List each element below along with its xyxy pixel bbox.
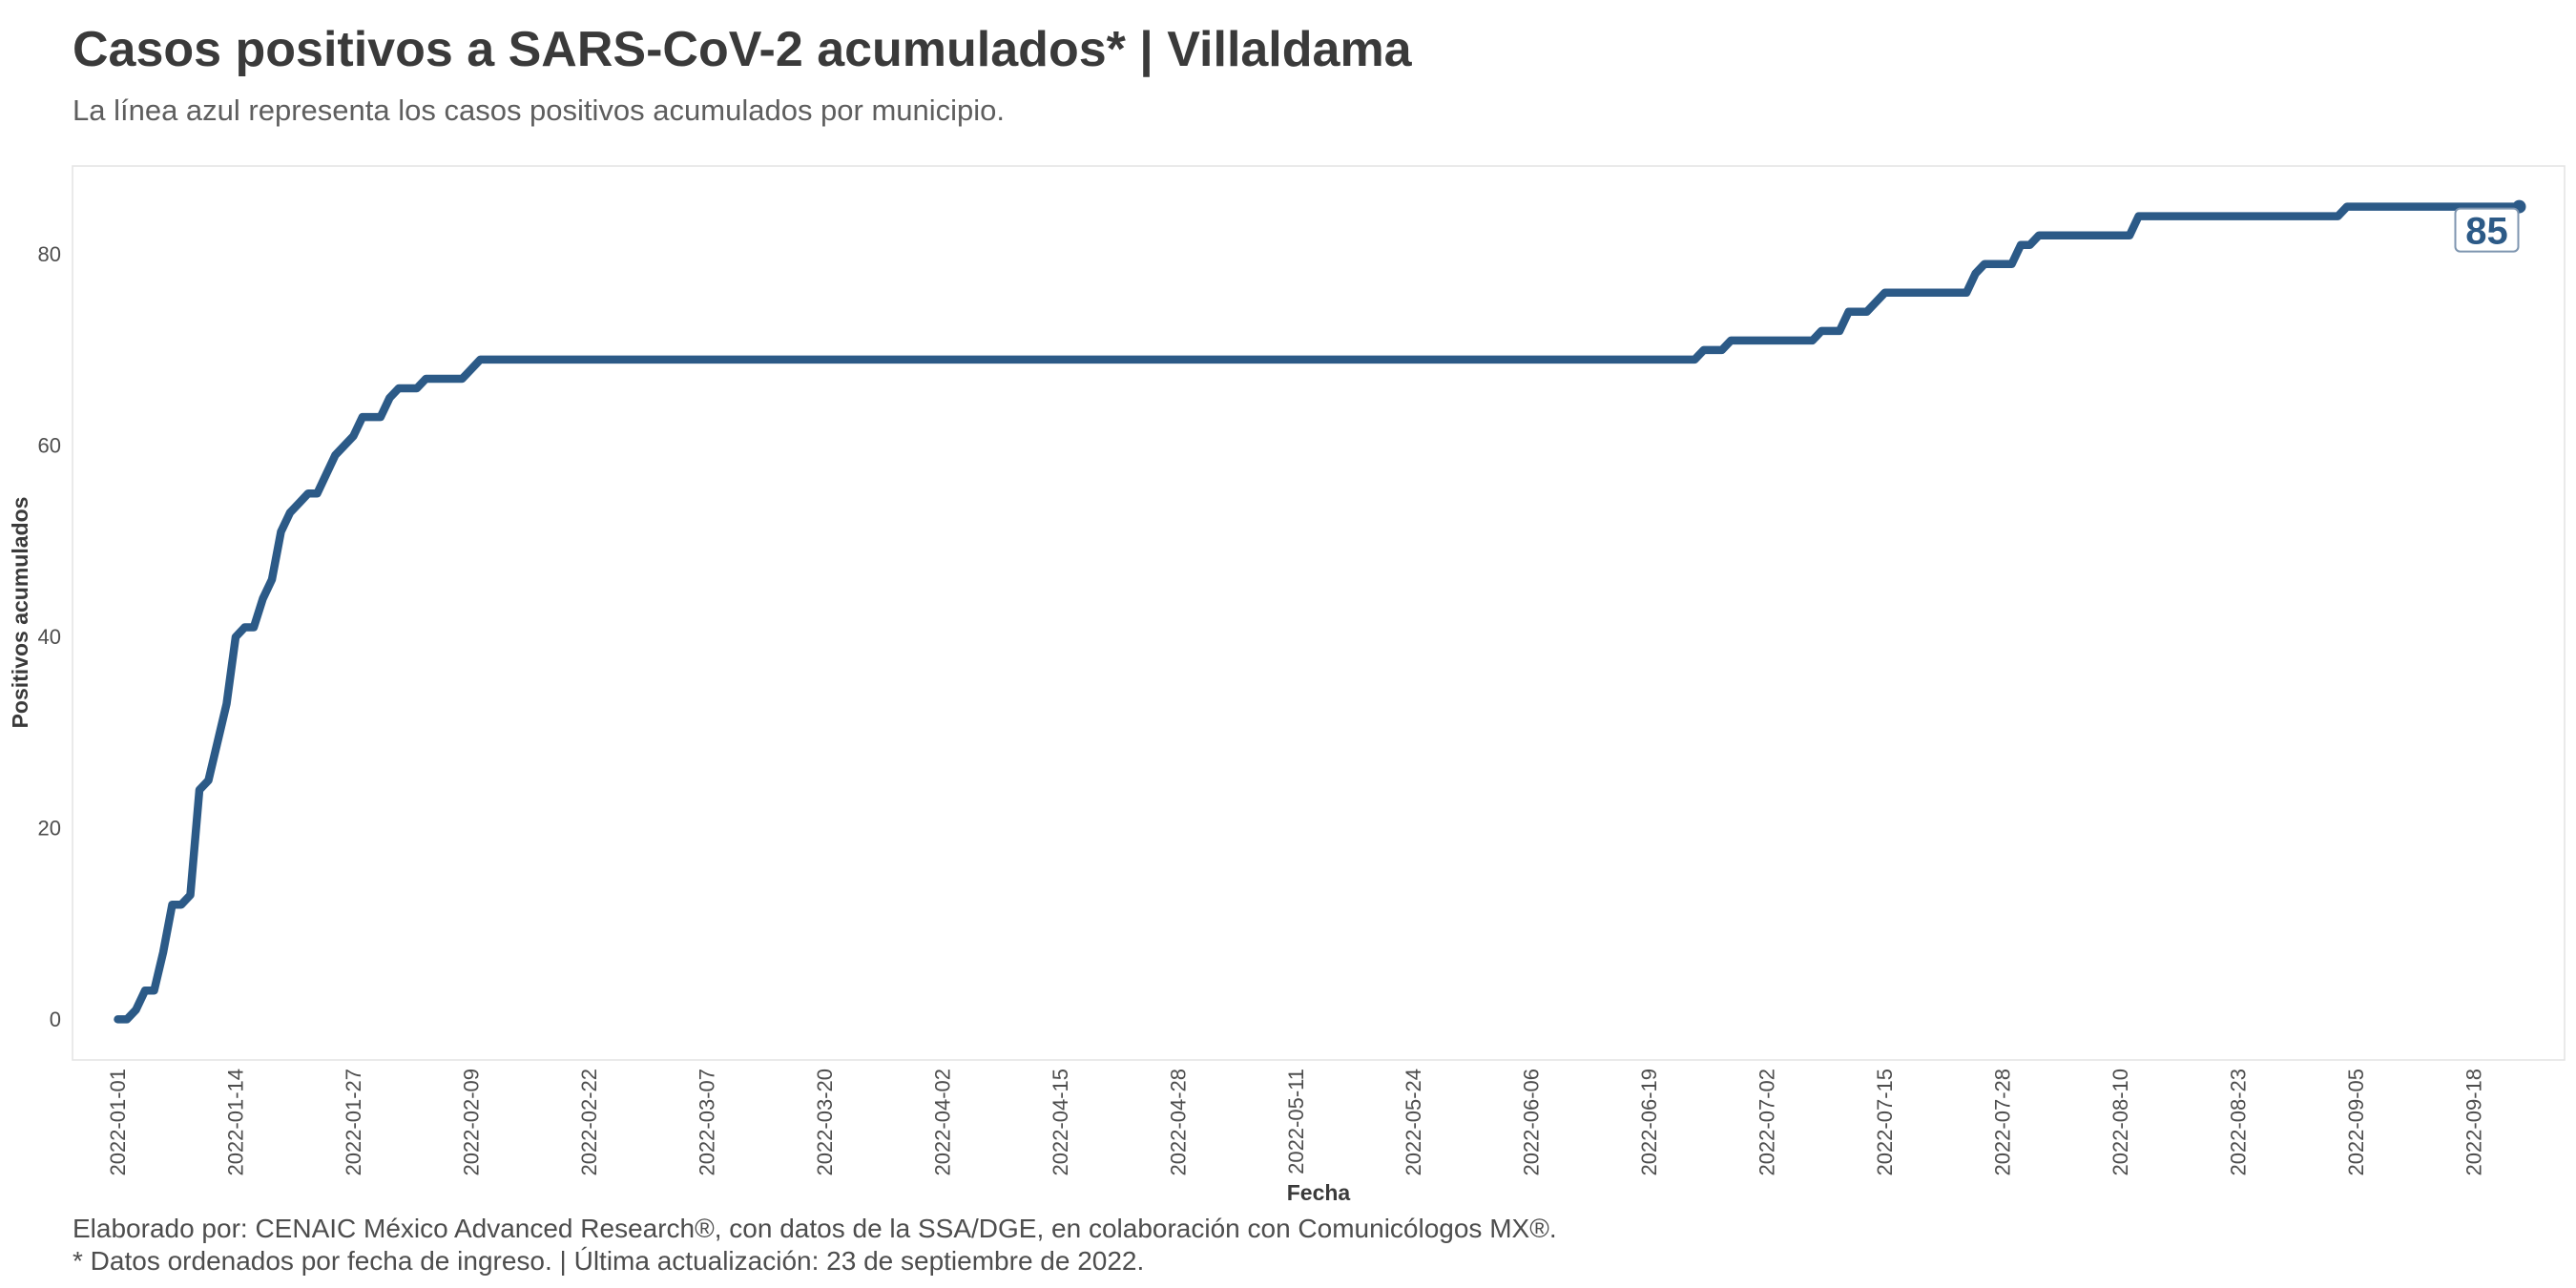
end-label-box [2454,207,2520,253]
x-tick-label: 2022-06-06 [1520,1069,1544,1176]
plot-panel [72,165,2566,1061]
x-tick-label: 2022-09-05 [2344,1069,2368,1176]
end-value-label: 85 [2465,211,2508,253]
caption: Elaborado por: CENAIC México Advanced Re… [73,1213,1557,1278]
x-axis-tick-labels: 2022-01-01 2022-01-14 2022-01-27 2022-02-09… [106,1069,2486,1176]
chart-title: Casos positivos a SARS-CoV-2 acumulados*… [73,22,1412,77]
y-axis-tick-labels: 0 20 40 60 80 [38,242,61,1031]
y-tick-label: 40 [38,625,61,649]
x-tick-label: 2022-08-10 [2109,1069,2132,1176]
x-tick-label: 2022-04-02 [930,1069,954,1176]
x-tick-label: 2022-07-15 [1873,1069,1897,1176]
x-axis-title: Fecha [1287,1180,1351,1205]
x-tick-label: 2022-02-09 [459,1069,483,1176]
x-tick-label: 2022-01-01 [106,1069,130,1176]
x-tick-label: 2022-06-19 [1637,1069,1661,1176]
y-tick-label: 60 [38,434,61,458]
x-tick-label: 2022-09-18 [2462,1069,2486,1176]
y-tick-label: 20 [38,817,61,841]
x-tick-label: 2022-03-07 [695,1069,718,1176]
x-tick-label: 2022-02-22 [577,1069,601,1176]
y-axis-title: Positivos acumulados [8,497,32,729]
x-tick-label: 2022-05-24 [1402,1069,1425,1176]
chart-subtitle: La línea azul representa los casos posit… [73,93,1006,127]
x-tick-label: 2022-04-28 [1166,1069,1190,1176]
x-tick-label: 2022-05-11 [1284,1069,1308,1174]
x-tick-label: 2022-01-14 [224,1069,248,1176]
x-tick-label: 2022-03-20 [813,1069,837,1176]
y-tick-label: 0 [50,1008,61,1031]
x-tick-label: 2022-07-02 [1755,1069,1779,1176]
x-tick-label: 2022-01-27 [342,1069,365,1176]
x-tick-label: 2022-07-28 [1991,1069,2015,1176]
y-tick-label: 80 [38,242,61,266]
x-tick-label: 2022-04-15 [1049,1069,1072,1176]
caption-note: * Datos ordenados por fecha de ingreso. … [73,1246,1145,1276]
caption-source: Elaborado por: CENAIC México Advanced Re… [73,1214,1557,1243]
series-line-cumulative-cases [114,202,2524,1024]
x-tick-label: 2022-08-23 [2227,1069,2251,1176]
